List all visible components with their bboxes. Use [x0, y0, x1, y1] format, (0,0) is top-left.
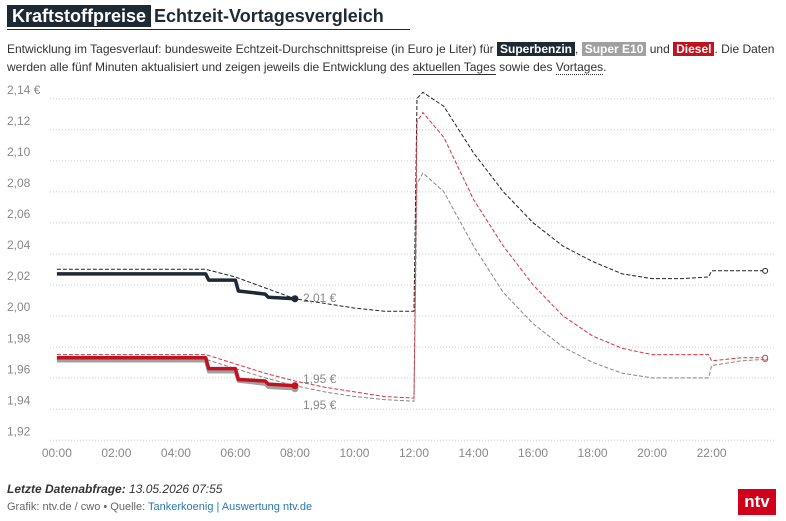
x-tick-label: 08:00	[280, 446, 310, 460]
legend-badge: Superbenzin	[497, 42, 576, 56]
logo: ntv	[738, 489, 776, 515]
y-tick-label: 2,06	[7, 207, 31, 221]
x-tick-label: 18:00	[578, 446, 608, 460]
subtitle-text: .	[603, 60, 607, 74]
footer-label: Letzte Datenabfrage:	[7, 482, 126, 496]
y-tick-label: 2,08	[7, 176, 31, 190]
legend-badge: Super E10	[581, 42, 647, 56]
footer-date: 13.05.2026 07:55	[129, 482, 223, 496]
x-tick-label: 22:00	[697, 446, 727, 460]
subtitle-text: Entwicklung im Tagesverlauf: bundesweite…	[7, 42, 497, 56]
subtitle-text: . Die Daten werden alle fünf Minuten akt…	[7, 42, 775, 74]
x-tick-label: 00:00	[42, 446, 72, 460]
y-tick-label: 2,10	[7, 145, 31, 159]
legend-badge: Diesel	[673, 42, 715, 56]
end-label: 2,01 €	[303, 291, 337, 305]
previous-day-line	[56, 111, 766, 399]
title-text: Echtzeit-Vortagesvergleich	[154, 6, 384, 26]
today-end	[291, 382, 299, 390]
previous-day-line	[56, 91, 766, 312]
subtitle-text: ,	[575, 42, 582, 56]
credit: Grafik: ntv.de / cwo • Quelle: Tankerkoe…	[7, 501, 312, 513]
today-line	[56, 359, 296, 391]
y-tick-label: 2,14 €	[7, 83, 41, 97]
today-line	[56, 355, 296, 388]
subtitle-text: und	[646, 42, 674, 56]
subtitle-text: sowie des	[495, 60, 556, 74]
today-end	[291, 295, 299, 303]
x-tick-label: 10:00	[339, 446, 369, 460]
x-tick-label: 16:00	[518, 446, 548, 460]
title-box: Kraftstoffpreise	[7, 5, 152, 27]
footer: Letzte Datenabfrage: 13.05.2026 07:55	[7, 482, 222, 496]
y-tick-label: 2,00	[7, 300, 31, 314]
y-tick-label: 2,04	[7, 238, 31, 252]
y-tick-label: 1,96	[7, 362, 31, 376]
previous-day-end	[762, 267, 769, 274]
y-tick-label: 2,12	[7, 114, 31, 128]
x-tick-label: 04:00	[161, 446, 191, 460]
y-tick-label: 1,92	[7, 424, 31, 438]
previous-day-line	[56, 172, 766, 402]
end-label: 1,95 €	[303, 372, 337, 386]
y-tick-label: 1,98	[7, 331, 31, 345]
x-tick-label: 02:00	[101, 446, 131, 460]
subtitle: Entwicklung im Tagesverlauf: bundesweite…	[7, 40, 779, 76]
subtitle-text: Vortages	[555, 60, 604, 75]
x-tick-label: 14:00	[459, 446, 489, 460]
y-tick-label: 2,02	[7, 269, 31, 283]
y-tick-label: 1,94	[7, 393, 31, 407]
x-tick-label: 20:00	[637, 446, 667, 460]
credit-link[interactable]: Tankerkoenig | Auswertung ntv.de	[148, 501, 313, 513]
previous-day-end	[762, 354, 769, 361]
today-line	[56, 272, 296, 301]
subtitle-text: aktuellen Tages	[412, 60, 496, 75]
x-tick-label: 12:00	[399, 446, 429, 460]
chart: 2,14 € 2,12 2,10 2,08 2,06 2,04 2,02 2,00 1,98 1,…	[7, 83, 775, 460]
title: Kraftstoffpreise Echtzeit-Vortagesverglei…	[7, 5, 410, 30]
end-label: 1,95 €	[303, 398, 337, 412]
credit-text: Grafik: ntv.de / cwo • Quelle:	[7, 501, 149, 513]
x-tick-label: 06:00	[220, 446, 250, 460]
